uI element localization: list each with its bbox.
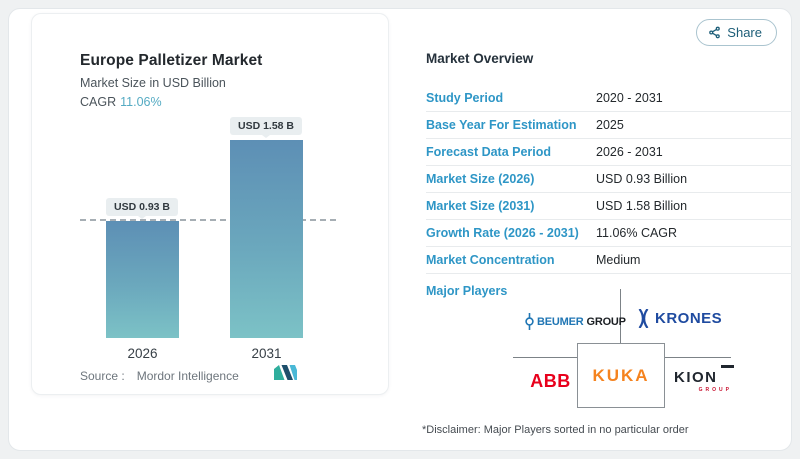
kion-group-text: GROUP — [698, 387, 732, 393]
market-overview-panel: Market Overview Study Period 2020 - 2031… — [422, 9, 792, 452]
overview-heading: Market Overview — [426, 51, 534, 66]
cagr-value: 11.06% — [120, 95, 162, 109]
abb-logo: ABB — [530, 371, 571, 391]
row-label: Forecast Data Period — [426, 145, 552, 159]
source-name: Mordor Intelligence — [136, 369, 239, 383]
table-row: Forecast Data Period 2026 - 2031 — [426, 139, 792, 166]
share-icon — [709, 26, 721, 39]
chart-subtitle: Market Size in USD Billion — [80, 76, 226, 90]
krones-logo: KRONES — [636, 309, 722, 328]
kion-group-logo: KION GROUP — [674, 365, 734, 393]
beumer-group-logo: BEUMER GROUP — [525, 313, 626, 330]
chart-cagr-line: CAGR 11.06% — [80, 95, 262, 109]
row-label: Base Year For Estimation — [426, 118, 577, 132]
row-label: Study Period — [426, 91, 504, 105]
table-row: Market Size (2026) USD 0.93 Billion — [426, 166, 792, 193]
bar-value-chip-2026: USD 0.93 B — [105, 198, 179, 216]
row-label: Market Size (2026) — [426, 172, 535, 186]
x-tick-2026: 2026 — [127, 346, 158, 361]
kuka-text: KUKA — [592, 365, 650, 385]
players-horizontal-line-right — [665, 357, 731, 358]
row-value: USD 1.58 Billion — [596, 199, 688, 213]
share-button[interactable]: Share — [696, 19, 777, 46]
market-chart-card: Europe Palletizer Market Market Size in … — [31, 13, 389, 395]
krones-icon — [638, 309, 649, 328]
cagr-label: CAGR — [80, 95, 117, 109]
source-label: Source : — [80, 369, 125, 383]
report-card: Europe Palletizer Market Market Size in … — [8, 8, 792, 451]
players-vertical-divider — [620, 289, 621, 343]
table-row: Growth Rate (2026 - 2031) 11.06% CAGR — [426, 220, 792, 247]
table-row: Base Year For Estimation 2025 — [426, 112, 792, 139]
bar-value-chip-2031: USD 1.58 B — [229, 117, 303, 135]
row-value: 2020 - 2031 — [596, 91, 663, 105]
bar-2026 — [106, 221, 179, 338]
beumer-text: BEUMER — [537, 315, 584, 328]
overview-table: Study Period 2020 - 2031 Base Year For E… — [426, 85, 792, 274]
chart-title: Europe Palletizer Market — [80, 52, 263, 69]
row-value: 11.06% CAGR — [596, 226, 678, 240]
mordor-intelligence-logo-icon — [274, 365, 297, 380]
table-row: Market Size (2031) USD 1.58 Billion — [426, 193, 792, 220]
row-value: USD 0.93 Billion — [596, 172, 688, 186]
beumer-group-text: GROUP — [586, 315, 626, 328]
source-line: Source : Mordor Intelligence — [80, 369, 239, 383]
row-label: Market Concentration — [426, 253, 555, 267]
bar-2031 — [230, 140, 303, 338]
row-label: Market Size (2031) — [426, 199, 535, 213]
chart-header: Europe Palletizer Market Market Size in … — [80, 52, 262, 109]
major-players-label: Major Players — [426, 284, 508, 298]
table-row: Study Period 2020 - 2031 — [426, 85, 792, 112]
row-label: Growth Rate (2026 - 2031) — [426, 226, 579, 240]
krones-text: KRONES — [655, 310, 723, 327]
row-value: Medium — [596, 253, 641, 267]
disclaimer-text: *Disclaimer: Major Players sorted in no … — [422, 424, 689, 436]
kion-text: KION — [674, 365, 734, 386]
bar-chart-plot: USD 0.93 B 2026 USD 1.58 B 2031 — [32, 14, 388, 394]
kion-macron-mark — [721, 365, 734, 368]
reference-dashed-line — [80, 219, 336, 222]
players-horizontal-line-left — [513, 357, 577, 358]
kuka-logo-box: KUKA — [577, 343, 665, 408]
beumer-icon — [525, 313, 534, 330]
table-row: Market Concentration Medium — [426, 247, 792, 274]
share-button-label: Share — [727, 25, 762, 40]
x-tick-2031: 2031 — [251, 346, 282, 361]
row-value: 2026 - 2031 — [596, 145, 663, 159]
row-value: 2025 — [596, 118, 624, 132]
